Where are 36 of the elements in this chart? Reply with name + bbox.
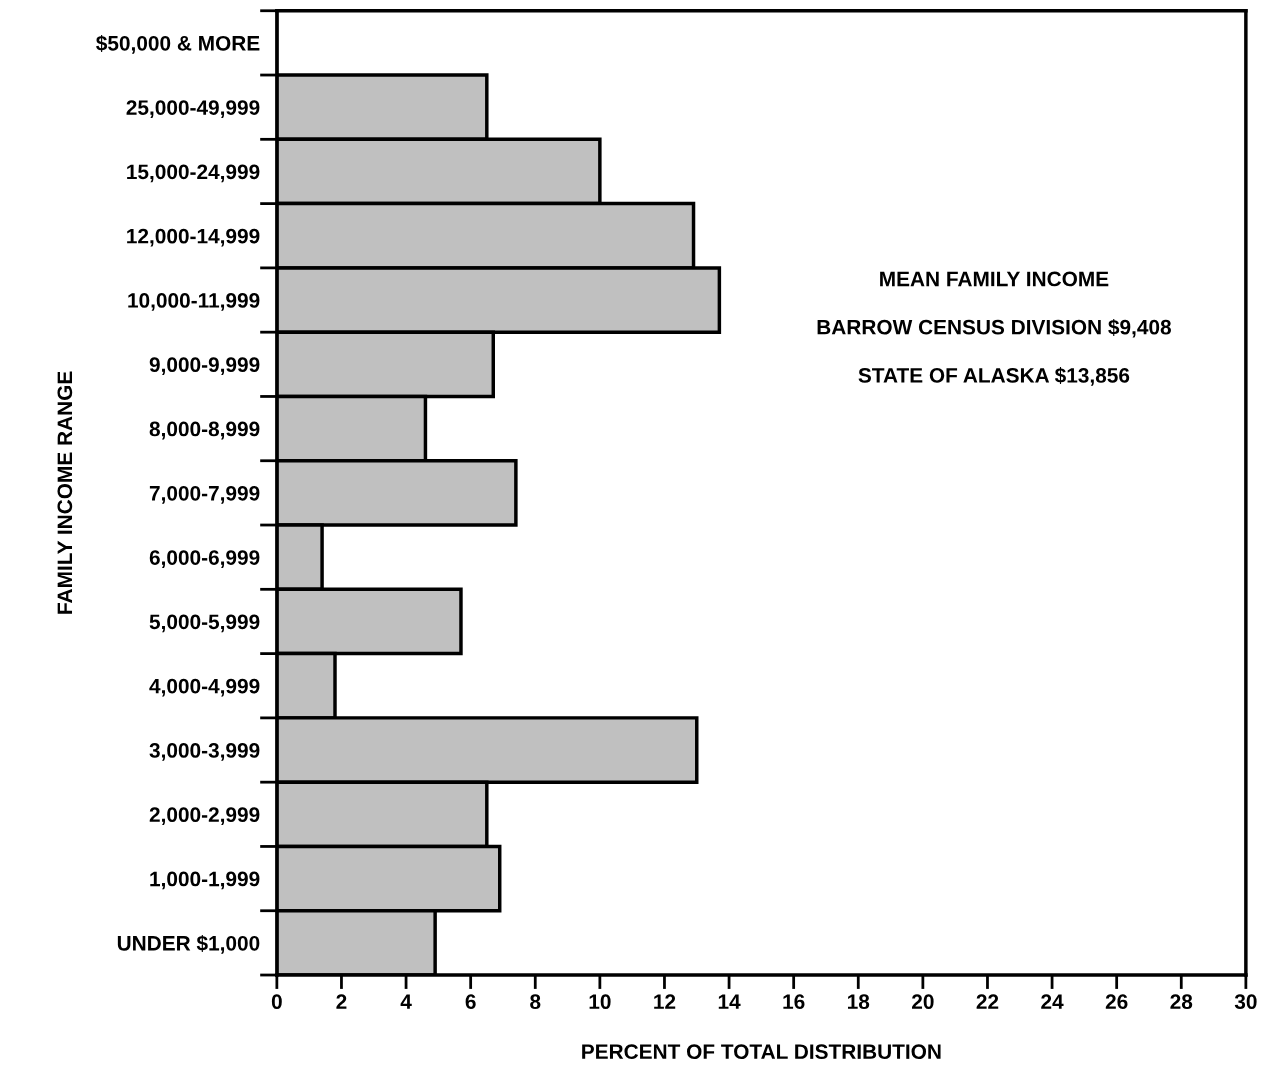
x-tick-label: 30 — [1234, 994, 1257, 1010]
x-tick-label: 12 — [654, 994, 676, 1009]
x-tick-label: 10 — [589, 994, 611, 1010]
x-tick-label: 24 — [1041, 994, 1064, 1009]
y-tick-label: 9,000-9,999 — [149, 357, 260, 376]
x-tick-label: 28 — [1170, 994, 1193, 1010]
x-tick-label: 18 — [847, 994, 870, 1010]
x-tick-label: 26 — [1105, 994, 1128, 1010]
y-tick-label: 5,000-5,999 — [149, 614, 260, 633]
x-axis-title: PERCENT OF TOTAL DISTRIBUTION — [582, 1044, 941, 1060]
x-tick-label: 20 — [912, 994, 934, 1010]
y-tick-label: UNDER $1,000 — [117, 934, 260, 954]
annotation: BARROW CENSUS DIVISION $9,408 — [817, 318, 1171, 338]
y-tick-label: 1,000-1,999 — [150, 871, 260, 890]
y-tick-label: $50,000 & MORE — [96, 34, 260, 54]
x-tick-label: 2 — [336, 994, 347, 1009]
x-tick-label: 22 — [976, 994, 999, 1009]
y-axis-title: FAMILY INCOME RANGE — [57, 371, 73, 614]
x-tick-label: 4 — [400, 994, 412, 1009]
annotation: STATE OF ALASKA $13,856 — [858, 367, 1130, 386]
y-tick-label: 12,000-14,999 — [127, 228, 260, 247]
y-tick-label: 10,000-11,999 — [128, 293, 260, 311]
y-tick-label: 4,000-4,999 — [149, 678, 260, 697]
y-tick-label: 8,000-8,999 — [149, 421, 260, 440]
y-tick-label: 7,000-7,999 — [149, 485, 260, 504]
x-tick-label: 8 — [530, 994, 541, 1010]
y-tick-label: 2,000-2,999 — [149, 807, 260, 826]
x-tick-label: 0 — [271, 994, 282, 1010]
y-tick-label: 25,000-49,999 — [126, 100, 260, 118]
annotation: MEAN FAMILY INCOME — [880, 271, 1109, 287]
y-tick-label: 6,000-6,999 — [149, 550, 260, 568]
x-tick-label: 6 — [465, 994, 476, 1010]
y-tick-label: 3,000-3,999 — [149, 743, 260, 761]
x-tick-label: 16 — [783, 994, 805, 1010]
y-tick-label: 15,000-24,999 — [127, 164, 260, 183]
x-tick-label: 14 — [718, 994, 741, 1009]
